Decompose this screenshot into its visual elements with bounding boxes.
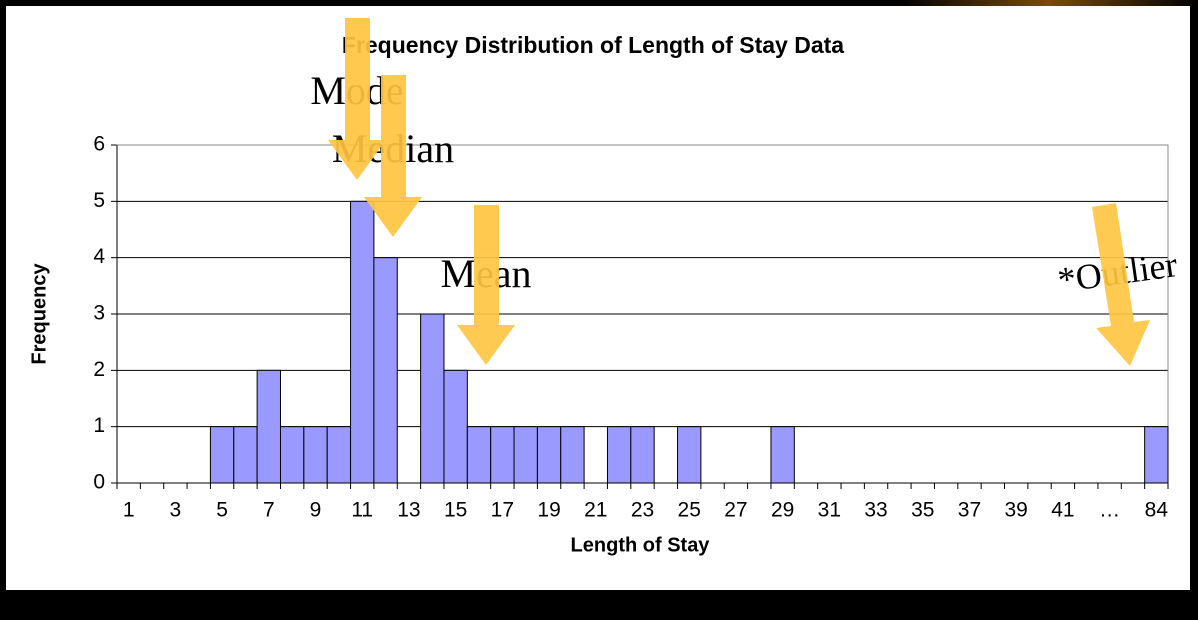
arrow [364, 75, 422, 237]
arrow [328, 18, 386, 180]
x-tick-label: 7 [263, 499, 275, 522]
x-tick-label: 35 [911, 499, 934, 522]
bar [233, 426, 258, 484]
bar [443, 369, 468, 484]
y-tick-label: 3 [93, 302, 105, 325]
y-tick-label: 2 [93, 358, 105, 381]
bar [256, 369, 281, 484]
bar [420, 313, 445, 484]
y-tick-label: 5 [93, 189, 105, 212]
arrow [457, 205, 515, 365]
bar [770, 426, 795, 484]
x-tick-label: 29 [771, 499, 794, 522]
x-tick-label: 5 [216, 499, 228, 522]
y-tick-label: 1 [93, 414, 105, 437]
x-tick-label: 13 [397, 499, 420, 522]
x-axis-label: Length of Stay [571, 534, 711, 556]
bar [466, 426, 492, 484]
x-tick-label: 39 [1005, 499, 1028, 522]
chart-title: Frequency Distribution of Length of Stay… [342, 32, 844, 58]
x-tick-label: 33 [864, 499, 887, 522]
x-tick-label: 23 [631, 499, 654, 522]
y-tick-label: 0 [93, 471, 105, 494]
x-tick-label: … [1099, 499, 1120, 522]
bar [560, 426, 585, 484]
x-tick-label: 9 [310, 499, 322, 522]
x-tick-label: 17 [491, 499, 514, 522]
bar [630, 426, 655, 484]
y-tick-label: 6 [93, 133, 105, 156]
bar [677, 426, 702, 484]
x-tick-label: 19 [537, 499, 560, 522]
bar [279, 426, 305, 484]
x-tick-label: 27 [724, 499, 747, 522]
y-axis-label: Frequency [28, 263, 50, 365]
arrow [1092, 203, 1150, 366]
x-tick-label: 1 [123, 499, 135, 522]
bar [536, 426, 562, 484]
bar [490, 426, 515, 484]
bar [606, 426, 632, 484]
bar [513, 426, 538, 484]
bar [326, 426, 352, 484]
x-tick-label: 11 [351, 499, 373, 522]
decor [900, 0, 1198, 6]
bar [373, 257, 398, 484]
x-tick-label: 84 [1145, 499, 1169, 522]
y-tick-label: 4 [93, 245, 105, 268]
bar [209, 426, 235, 484]
x-tick-label: 25 [678, 499, 701, 522]
bar [350, 200, 375, 484]
x-tick-label: 3 [170, 499, 182, 522]
bar [303, 426, 328, 484]
x-tick-label: 21 [584, 499, 607, 522]
bar [1144, 426, 1169, 484]
x-tick-label: 41 [1051, 499, 1074, 522]
x-tick-label: 37 [958, 499, 981, 522]
x-tick-label: 15 [444, 499, 467, 522]
x-tick-label: 31 [818, 499, 841, 522]
chart-panel [6, 6, 1190, 590]
